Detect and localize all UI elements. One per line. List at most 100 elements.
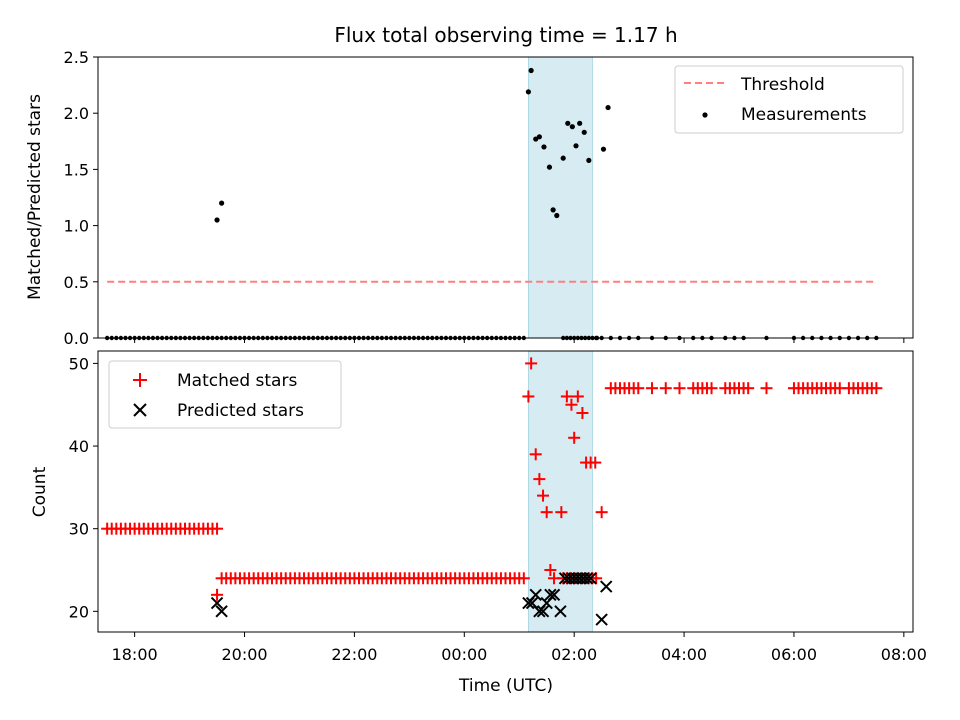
predicted-star-marker (595, 613, 608, 626)
bottom-y-tick-label: 50 (69, 354, 89, 373)
bottom-legend: Matched stars Predicted stars (108, 360, 342, 429)
bottom-x-tick-label: 08:00 (881, 645, 927, 664)
matched-star-marker (529, 448, 542, 461)
matched-star-marker (571, 390, 584, 403)
matched-star-marker (544, 564, 557, 577)
matched-star-marker (525, 357, 538, 370)
measurement-point (586, 157, 592, 164)
measurement-point (577, 120, 583, 126)
bottom-panel: 20 30 40 50 18:00 20:00 22:00 00:00 02:00 04:00 0… (30, 350, 927, 696)
top-y-tick-label: 0.0 (64, 329, 89, 348)
top-y-tick-label: 0.5 (64, 273, 89, 292)
measurement-point (600, 146, 607, 152)
measurement-point (546, 164, 553, 170)
legend-measurements-swatch (702, 112, 708, 118)
top-axes-frame (97, 56, 914, 339)
predicted-star-marker (529, 588, 542, 602)
matched-star-marker (659, 382, 672, 395)
bottom-x-tick-label: 18:00 (112, 645, 158, 664)
matched-star-marker (548, 572, 561, 585)
predicted-star-marker (547, 588, 561, 602)
bottom-shaded-region (528, 350, 593, 633)
measurement-point (554, 212, 560, 219)
predicted-star-marker (600, 580, 613, 593)
measurement-point (565, 120, 571, 126)
bottom-y-axis: 20 30 40 50 (69, 354, 98, 621)
bottom-x-tick-label: 04:00 (661, 645, 707, 664)
measurement-point (581, 129, 587, 135)
bottom-y-tick-label: 20 (69, 602, 89, 621)
bottom-y-tick-label: 40 (69, 437, 89, 456)
bottom-axes-frame (97, 350, 914, 633)
top-x-ticks (134, 338, 905, 343)
bottom-x-axis: 18:00 20:00 22:00 00:00 02:00 04:00 06:00 08:00 (112, 632, 927, 664)
matched-stars-points (101, 357, 883, 601)
matched-star-marker (537, 489, 550, 502)
matched-star-marker (646, 382, 659, 395)
legend-threshold-label: Threshold (740, 75, 825, 95)
predicted-star-marker (536, 605, 550, 618)
measurement-point (560, 155, 566, 161)
bottom-x-axis-label: Time (UTC) (458, 676, 553, 696)
bottom-x-tick-label: 20:00 (221, 645, 267, 664)
matched-star-marker (533, 473, 546, 486)
measurement-point (536, 134, 542, 140)
top-y-tick-label: 1.5 (64, 160, 89, 179)
matched-star-marker (211, 588, 224, 601)
top-shaded-region (528, 56, 593, 339)
legend-matched-swatch (133, 373, 147, 387)
matched-star-marker (517, 572, 530, 585)
bottom-y-tick-label: 30 (69, 520, 89, 539)
legend-measurements-label: Measurements (741, 105, 867, 125)
matched-star-marker (576, 406, 589, 419)
matched-star-marker (632, 382, 645, 395)
matched-star-marker (522, 390, 535, 403)
predicted-stars-points (210, 572, 613, 626)
matched-star-marker (211, 522, 224, 535)
bottom-legend-frame (108, 360, 342, 429)
measurement-point (214, 217, 220, 223)
measurement-point (569, 124, 575, 130)
matched-star-marker (540, 506, 553, 519)
matched-star-marker (673, 382, 686, 395)
measurement-point (573, 143, 579, 149)
legend-predicted-swatch (133, 403, 147, 417)
matched-star-marker (589, 456, 602, 469)
measurement-point (541, 144, 547, 150)
bottom-x-tick-label: 22:00 (331, 645, 377, 664)
matched-star-marker (555, 506, 568, 519)
bottom-x-tick-label: 02:00 (551, 645, 597, 664)
matched-star-marker (568, 431, 581, 444)
matched-star-marker (560, 390, 573, 403)
measurement-point (605, 104, 611, 111)
top-y-tick-label: 2.0 (64, 104, 89, 123)
chart-title: Flux total observing time = 1.17 h (334, 23, 677, 47)
measurement-point (528, 67, 534, 74)
predicted-star-marker (554, 605, 567, 618)
predicted-star-marker (215, 605, 228, 618)
measurement-point (550, 207, 556, 213)
measurement-point (219, 200, 225, 206)
top-y-tick-label: 1.0 (64, 217, 89, 236)
bottom-x-tick-label: 00:00 (441, 645, 487, 664)
top-legend: Threshold Measurements (674, 65, 904, 134)
matched-star-marker (742, 382, 755, 395)
legend-matched-label: Matched stars (177, 371, 297, 391)
predicted-star-marker (584, 572, 597, 585)
top-y-axis-label: Matched/Predicted stars (25, 94, 45, 300)
matched-star-marker (705, 382, 718, 395)
bottom-y-axis-label: Count (30, 466, 50, 517)
top-panel: 0.0 0.5 1.0 1.5 2.0 2.5 Matched/Predicted sta… (25, 48, 914, 348)
bottom-x-tick-label: 06:00 (771, 645, 817, 664)
legend-predicted-label: Predicted stars (177, 401, 304, 421)
matched-star-marker (590, 572, 603, 585)
predicted-star-marker (210, 596, 224, 610)
top-y-axis: 0.0 0.5 1.0 1.5 2.0 2.5 (64, 48, 98, 348)
matched-star-marker (595, 506, 608, 519)
matched-star-marker (870, 382, 883, 395)
top-y-tick-label: 2.5 (64, 48, 89, 67)
matched-star-marker (565, 398, 578, 411)
top-legend-frame (674, 65, 904, 134)
measurement-point (525, 89, 531, 95)
